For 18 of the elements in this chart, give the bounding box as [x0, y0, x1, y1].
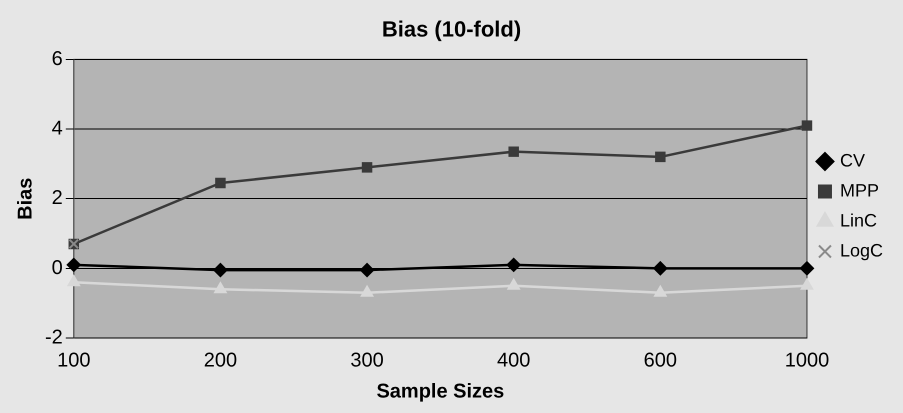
legend-label: LinC — [840, 210, 877, 230]
x-tick-label: 300 — [350, 350, 384, 372]
y-tick-label: -2 — [44, 326, 63, 349]
legend-label: MPP — [840, 180, 879, 200]
x-tick-label: 100 — [57, 350, 90, 372]
y-tick-label: 6 — [52, 48, 63, 70]
x-axis-title: Sample Sizes — [376, 380, 504, 403]
y-tick-label: 4 — [52, 118, 63, 140]
legend-label: LogC — [840, 240, 883, 260]
chart-title: Bias (10-fold) — [382, 16, 522, 42]
x-tick-label: 200 — [204, 350, 238, 372]
legend-label: CV — [840, 150, 865, 170]
x-tick-label: 600 — [644, 350, 678, 372]
y-tick-label: 2 — [52, 187, 63, 210]
x-tick-label: 400 — [497, 350, 530, 372]
y-tick-label: 0 — [52, 256, 63, 279]
x-tick-label: 1000 — [784, 350, 830, 372]
y-axis-title: Bias — [14, 178, 37, 220]
